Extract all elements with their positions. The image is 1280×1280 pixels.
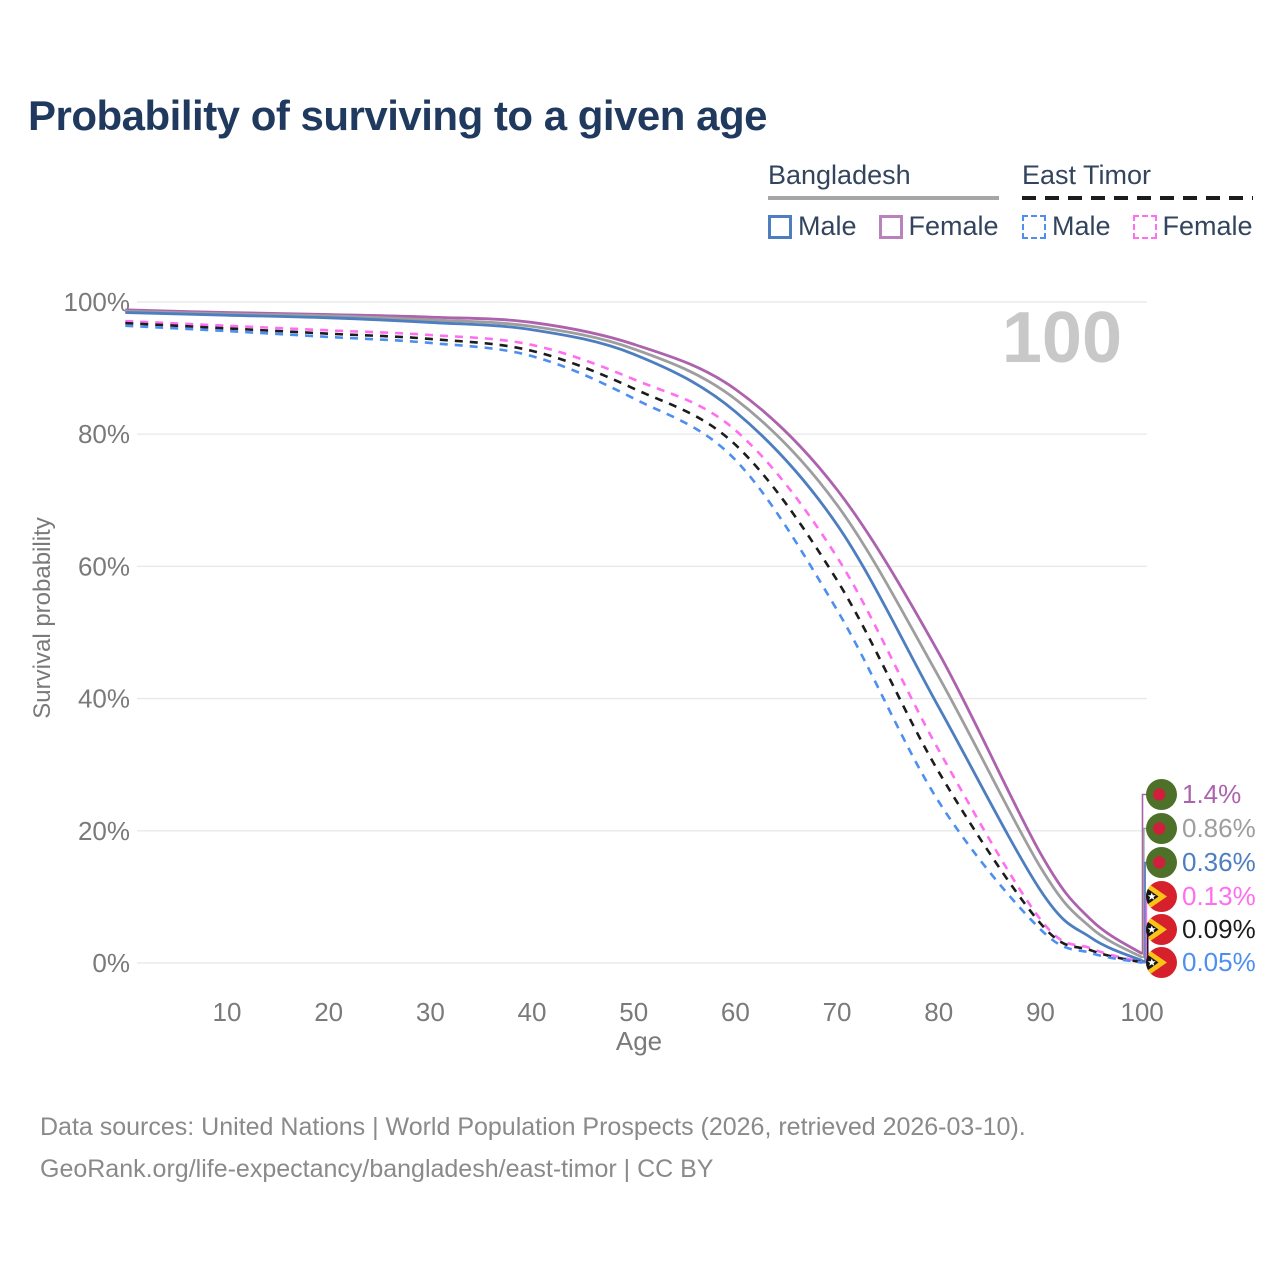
legend-item-label: Male <box>798 211 857 241</box>
series-line-east-timor-male <box>125 324 1143 964</box>
series-line-bangladesh-female <box>125 308 1143 955</box>
bangladesh-flag-icon <box>1146 779 1177 810</box>
end-label-bangladesh-both: 0.86% <box>1146 812 1256 845</box>
legend-item-label: Male <box>1052 211 1111 241</box>
end-value: 0.36% <box>1182 847 1256 877</box>
series-line-bangladesh-male <box>125 311 1143 962</box>
legend-item-east-timor-male[interactable]: Male <box>1022 211 1111 242</box>
y-axis-title: Survival probability <box>29 517 56 718</box>
legend-group-title[interactable]: East Timor <box>1022 160 1152 190</box>
end-value: 1.4% <box>1182 779 1242 809</box>
age-indicator-watermark: 100 <box>1002 298 1122 378</box>
male-dashed-swatch-icon <box>1022 214 1046 239</box>
y-tick-label: 80% <box>78 419 130 449</box>
source-note: Data sources: United Nations | World Pop… <box>40 1106 1026 1190</box>
east-timor-dashed-line-sample <box>1022 196 1253 200</box>
bangladesh-solid-line-sample <box>768 196 999 200</box>
east-timor-flag-icon <box>1146 881 1177 912</box>
x-tick-label: 10 <box>213 997 242 1027</box>
legend-item-bangladesh-female[interactable]: Female <box>878 211 999 242</box>
female-dashed-swatch-icon <box>1132 214 1157 239</box>
end-label-east-timor-male: 0.05% <box>1146 946 1256 979</box>
data-sources-line: Data sources: United Nations | World Pop… <box>40 1113 1026 1141</box>
end-label-east-timor-female: 0.13% <box>1146 880 1256 913</box>
legend-item-label: Female <box>1162 211 1253 241</box>
series-line-east-timor-female <box>125 319 1143 964</box>
x-tick-label: 40 <box>518 997 547 1027</box>
legend-group-east-timor: East Timor Male Female <box>1022 160 1253 242</box>
female-solid-swatch-icon <box>878 214 903 239</box>
legend-group-title[interactable]: Bangladesh <box>768 160 911 190</box>
bangladesh-flag-icon <box>1146 813 1177 844</box>
x-tick-label: 50 <box>619 997 648 1027</box>
x-tick-label: 20 <box>314 997 343 1027</box>
male-solid-swatch-icon <box>768 214 792 239</box>
end-label-east-timor-both: 0.09% <box>1146 913 1256 946</box>
y-tick-label: 60% <box>78 551 130 581</box>
legend-item-east-timor-female[interactable]: Female <box>1132 211 1253 242</box>
end-label-bangladesh-female: 1.4% <box>1146 778 1241 811</box>
y-tick-label: 40% <box>78 684 130 714</box>
end-label-bangladesh-male: 0.36% <box>1146 846 1256 879</box>
y-tick-label: 100% <box>64 287 131 317</box>
series-line-east-timor-both <box>125 321 1143 964</box>
east-timor-flag-icon <box>1146 947 1177 978</box>
end-value: 0.05% <box>1182 947 1256 977</box>
y-tick-label: 0% <box>92 948 130 978</box>
attribution-line: GeoRank.org/life-expectancy/bangladesh/e… <box>40 1155 714 1183</box>
x-axis-title: Age <box>616 1026 662 1056</box>
x-tick-label: 90 <box>1026 997 1055 1027</box>
x-tick-label: 100 <box>1120 997 1163 1027</box>
bangladesh-flag-icon <box>1146 847 1177 878</box>
legend-item-bangladesh-male[interactable]: Male <box>768 211 857 242</box>
x-tick-label: 70 <box>823 997 852 1027</box>
end-value: 0.09% <box>1182 914 1256 944</box>
legend-item-label: Female <box>908 211 999 241</box>
page-title: Probability of surviving to a given age <box>28 92 767 139</box>
series-line-bangladesh-both <box>125 309 1143 959</box>
x-tick-label: 60 <box>721 997 750 1027</box>
x-tick-label: 80 <box>924 997 953 1027</box>
end-value: 0.86% <box>1182 813 1256 843</box>
y-tick-label: 20% <box>78 816 130 846</box>
legend-group-bangladesh: Bangladesh Male Female <box>768 160 999 242</box>
east-timor-flag-icon <box>1146 914 1177 945</box>
end-value: 0.13% <box>1182 881 1256 911</box>
x-tick-label: 30 <box>416 997 445 1027</box>
